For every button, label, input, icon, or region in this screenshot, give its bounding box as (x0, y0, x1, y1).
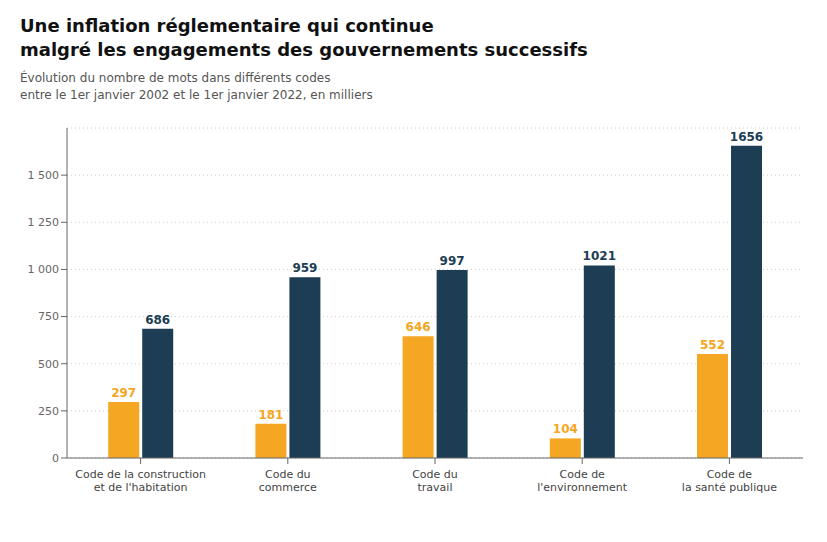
svg-text:Code dela santé publique: Code dela santé publique (682, 468, 777, 494)
svg-text:250: 250 (38, 405, 59, 418)
svg-text:Code del'environnement: Code del'environnement (537, 468, 628, 494)
html-text:Une inflation réglementaire qu: Une inflation réglementaire qui continue… (20, 15, 588, 60)
svg-text:552: 552 (700, 338, 725, 352)
svg-text:Code de la constructionet de l: Code de la constructionet de l'habitatio… (75, 468, 206, 494)
svg-text:104: 104 (553, 422, 578, 436)
svg-text:181: 181 (258, 408, 283, 422)
svg-text:Code ducommerce: Code ducommerce (259, 468, 317, 494)
svg-text:1 000: 1 000 (28, 263, 60, 276)
svg-text:1656: 1656 (730, 130, 763, 144)
html-text:Évolution du nombre de mots da: Évolution du nombre de mots dans différe… (20, 71, 373, 102)
svg-text:750: 750 (38, 310, 59, 323)
svg-text:297: 297 (111, 386, 136, 400)
svg-text:1 250: 1 250 (28, 216, 60, 229)
svg-text:Code dutravail: Code dutravail (412, 468, 458, 494)
svg-text:1021: 1021 (583, 249, 616, 263)
svg-text:1 500: 1 500 (28, 169, 60, 182)
svg-text:959: 959 (292, 261, 317, 275)
svg-text:646: 646 (406, 320, 431, 334)
svg-text:686: 686 (145, 313, 170, 327)
svg-text:500: 500 (38, 358, 59, 371)
svg-text:0: 0 (52, 452, 59, 465)
svg-text:997: 997 (440, 254, 465, 268)
